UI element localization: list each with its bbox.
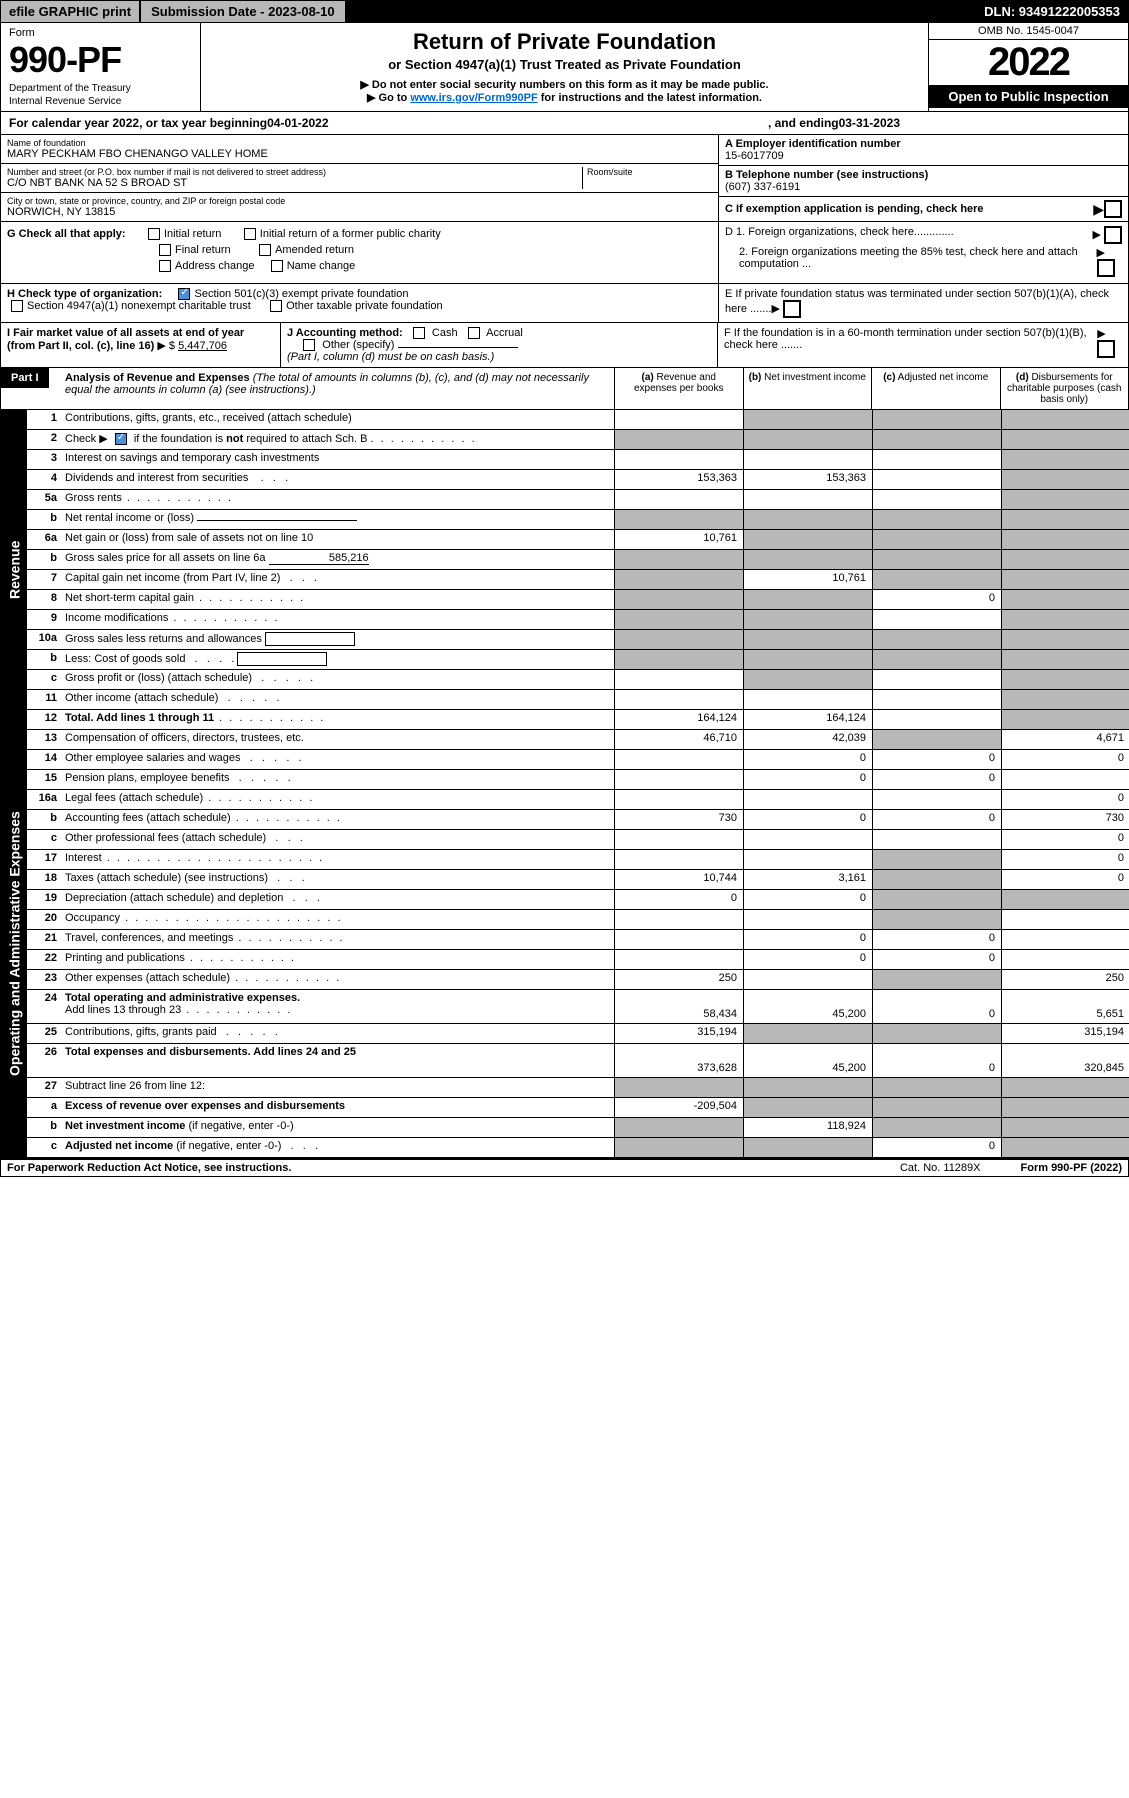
- form-subtitle: or Section 4947(a)(1) Trust Treated as P…: [211, 57, 918, 72]
- fmv-value: 5,447,706: [178, 340, 227, 352]
- name-label: Name of foundation: [7, 138, 712, 148]
- d1-checkbox[interactable]: [1104, 226, 1122, 244]
- ein: 15-6017709: [725, 150, 1122, 162]
- form-title: Return of Private Foundation: [211, 29, 918, 55]
- calendar-year-row: For calendar year 2022, or tax year begi…: [0, 112, 1129, 135]
- j-cash[interactable]: [413, 327, 425, 339]
- h-label: H Check type of organization:: [7, 288, 162, 300]
- g-name-change[interactable]: [271, 260, 283, 272]
- pra-notice: For Paperwork Reduction Act Notice, see …: [7, 1162, 291, 1174]
- arrow-icon: ▶: [1093, 201, 1104, 218]
- city-label: City or town, state or province, country…: [7, 196, 712, 206]
- dln: DLN: 93491222005353: [976, 1, 1128, 22]
- year-begin: 04-01-2022: [267, 116, 328, 130]
- revenue-section: Revenue 1Contributions, gifts, grants, e…: [0, 410, 1129, 730]
- d2-checkbox[interactable]: [1097, 259, 1115, 277]
- expenses-section: Operating and Administrative Expenses 13…: [0, 730, 1129, 1158]
- g-initial-former[interactable]: [244, 228, 256, 240]
- f-checkbox[interactable]: [1097, 340, 1115, 358]
- g-address-change[interactable]: [159, 260, 171, 272]
- top-bar: efile GRAPHIC print Submission Date - 20…: [0, 0, 1129, 23]
- irs-label: Internal Revenue Service: [9, 96, 192, 107]
- footer: For Paperwork Reduction Act Notice, see …: [0, 1158, 1129, 1177]
- tel-label: B Telephone number (see instructions): [725, 169, 1122, 181]
- omb-number: OMB No. 1545-0047: [929, 23, 1128, 40]
- part1-badge: Part I: [1, 368, 49, 388]
- expenses-side-label: Operating and Administrative Expenses: [1, 730, 27, 1158]
- part1-header: Part I Analysis of Revenue and Expenses …: [0, 368, 1129, 410]
- j-note: (Part I, column (d) must be on cash basi…: [287, 351, 494, 363]
- efile-label[interactable]: efile GRAPHIC print: [1, 1, 139, 22]
- header-left: Form 990-PF Department of the Treasury I…: [1, 23, 201, 111]
- form-footer: Form 990-PF (2022): [1021, 1162, 1123, 1174]
- foundation-name: MARY PECKHAM FBO CHENANGO VALLEY HOME: [7, 148, 712, 160]
- form-header: Form 990-PF Department of the Treasury I…: [0, 23, 1129, 112]
- header-center: Return of Private Foundation or Section …: [201, 23, 928, 111]
- d1-label: D 1. Foreign organizations, check here..…: [725, 226, 954, 238]
- g-initial-return[interactable]: [148, 228, 160, 240]
- f-label: F If the foundation is in a 60-month ter…: [724, 327, 1097, 358]
- identification-block: Name of foundation MARY PECKHAM FBO CHEN…: [0, 135, 1129, 222]
- h-501c3[interactable]: [178, 288, 190, 300]
- address: C/O NBT BANK NA 52 S BROAD ST: [7, 177, 582, 189]
- city: NORWICH, NY 13815: [7, 206, 712, 218]
- year-end: 03-31-2023: [839, 116, 900, 130]
- j-label: J Accounting method:: [287, 327, 403, 339]
- schb-checkbox[interactable]: [115, 433, 127, 445]
- cat-number: Cat. No. 11289X: [900, 1162, 981, 1174]
- submission-date: Submission Date - 2023-08-10: [139, 1, 345, 22]
- tax-year: 2022: [929, 40, 1128, 85]
- form-label: Form: [9, 27, 192, 39]
- d2-label: 2. Foreign organizations meeting the 85%…: [739, 246, 1097, 270]
- form-number: 990-PF: [9, 39, 192, 81]
- c-checkbox[interactable]: [1104, 200, 1122, 218]
- j-other[interactable]: [303, 339, 315, 351]
- g-section: G Check all that apply: Initial return I…: [0, 222, 1129, 284]
- g-label: G Check all that apply:: [7, 228, 126, 240]
- e-checkbox[interactable]: [783, 300, 801, 318]
- room-label: Room/suite: [582, 167, 712, 189]
- irs-link[interactable]: www.irs.gov/Form990PF: [410, 92, 537, 104]
- g-final-return[interactable]: [159, 244, 171, 256]
- c-label: C If exemption application is pending, c…: [725, 203, 984, 215]
- ein-label: A Employer identification number: [725, 138, 1122, 150]
- h-other-taxable[interactable]: [270, 300, 282, 312]
- note-link: ▶ Go to www.irs.gov/Form990PF for instru…: [211, 91, 918, 104]
- part1-title: Analysis of Revenue and Expenses: [65, 372, 250, 384]
- j-accrual[interactable]: [468, 327, 480, 339]
- header-right: OMB No. 1545-0047 2022 Open to Public In…: [928, 23, 1128, 111]
- addr-label: Number and street (or P.O. box number if…: [7, 167, 582, 177]
- note-ssn: ▶ Do not enter social security numbers o…: [211, 78, 918, 91]
- h-4947[interactable]: [11, 300, 23, 312]
- g-amended-return[interactable]: [259, 244, 271, 256]
- h-section: H Check type of organization: Section 50…: [0, 284, 1129, 323]
- ij-section: I Fair market value of all assets at end…: [0, 323, 1129, 368]
- revenue-side-label: Revenue: [1, 410, 27, 730]
- dept-label: Department of the Treasury: [9, 83, 192, 94]
- telephone: (607) 337-6191: [725, 181, 1122, 193]
- open-public: Open to Public Inspection: [929, 85, 1128, 108]
